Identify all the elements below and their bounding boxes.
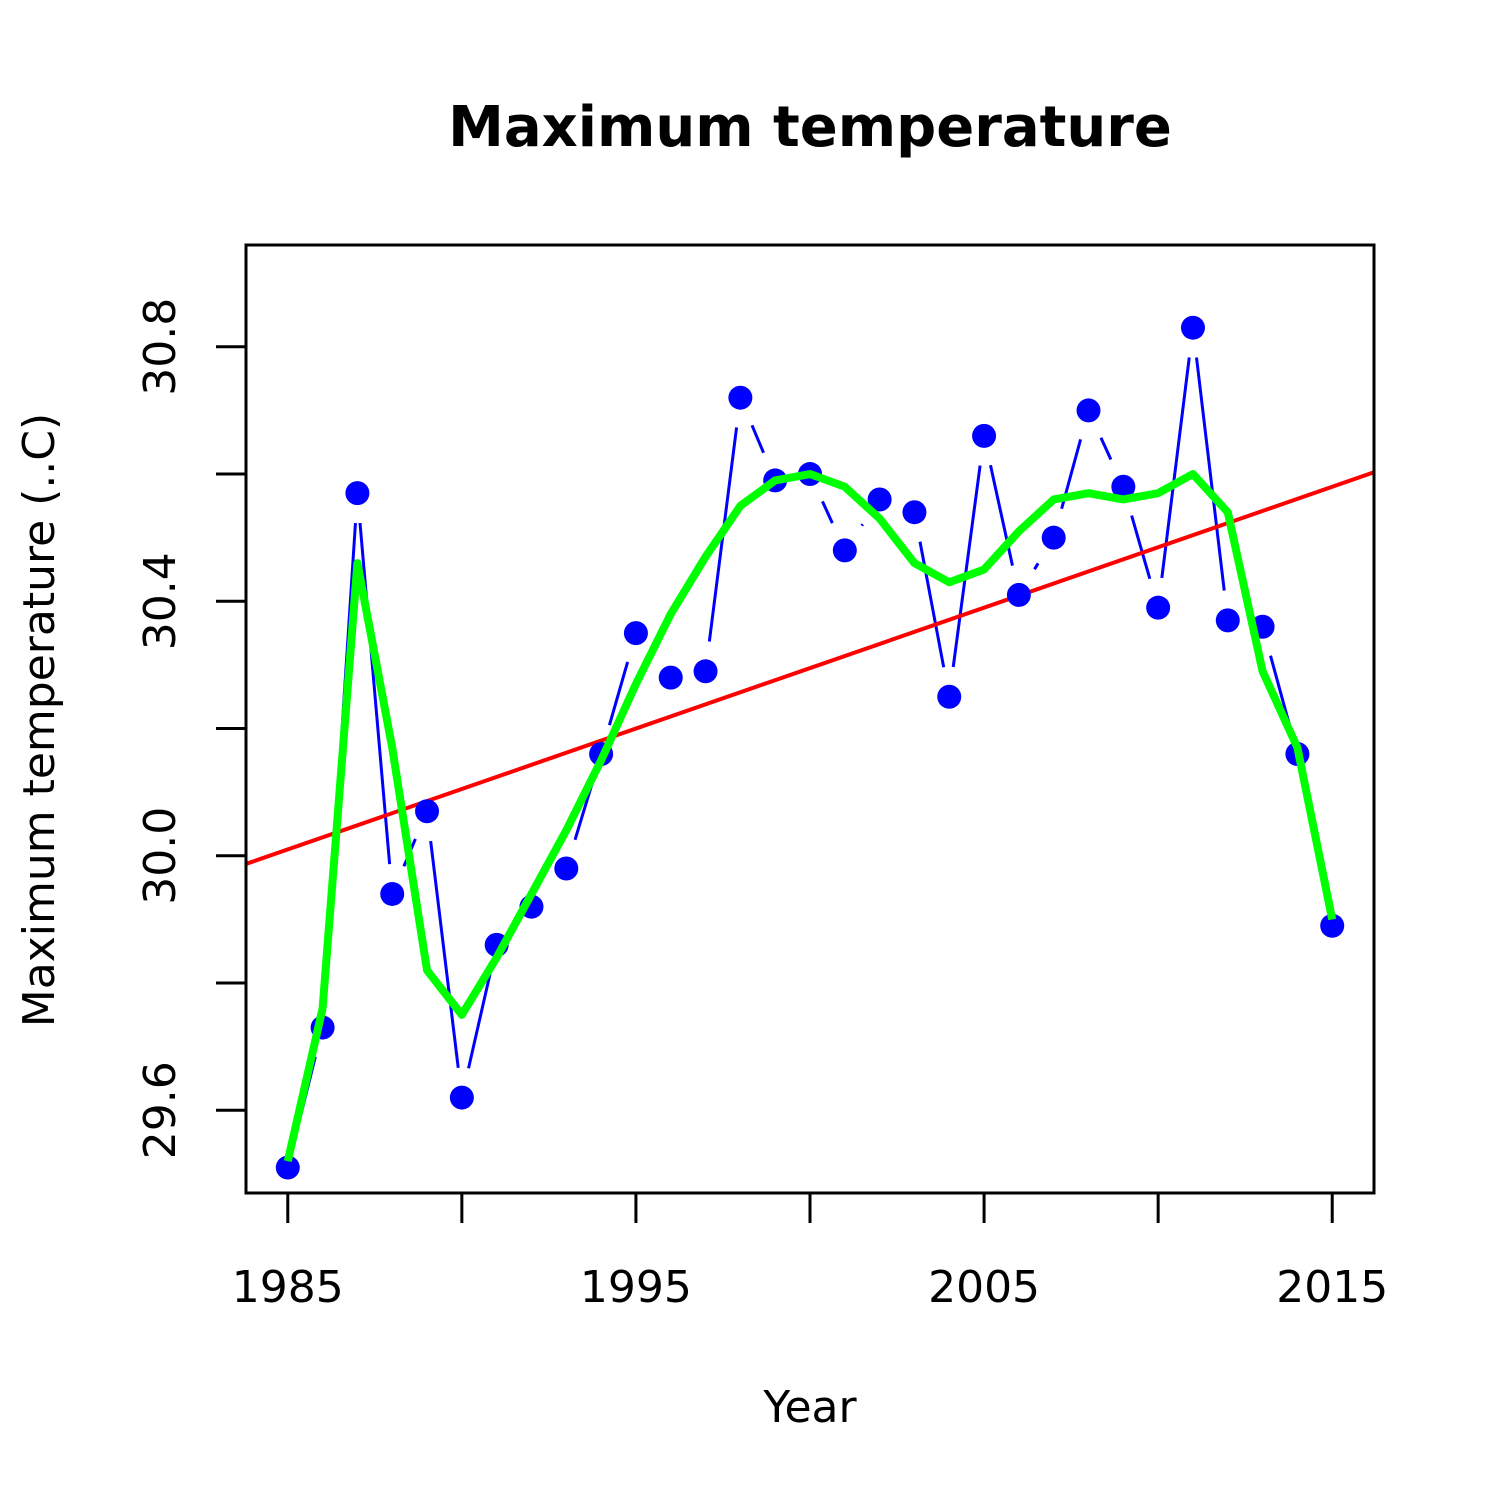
observed-line-segment (1195, 357, 1226, 591)
observed-point (345, 481, 370, 506)
observed-point (415, 799, 440, 824)
observed-point (623, 621, 648, 646)
y-tick-label: 30.0 (135, 807, 186, 905)
observed-line-segment (358, 522, 392, 865)
observed-line-segment (1160, 357, 1191, 579)
observed-point (867, 487, 892, 512)
observed-line-segment (821, 500, 834, 524)
observed-point (1111, 474, 1136, 499)
observed-line-segment (1269, 655, 1291, 726)
observed-point (1146, 595, 1171, 620)
observed-point (658, 665, 683, 690)
observed-line-segment (989, 464, 1014, 566)
observed-point (275, 1155, 300, 1180)
observed-point (937, 684, 962, 709)
observed-point (832, 538, 857, 563)
observed-point (449, 1085, 474, 1110)
smoothed-line (283, 470, 1337, 1163)
observed-point (1041, 525, 1066, 550)
observed-line-segment (1130, 515, 1152, 580)
observed-line-segment (1033, 562, 1040, 571)
x-tick-label: 1995 (580, 1262, 692, 1313)
x-tick-label: 2015 (1276, 1262, 1388, 1313)
trend-line (245, 470, 1375, 866)
observed-point (1180, 315, 1205, 340)
observed-line-segment (467, 973, 492, 1069)
chart-title: Maximum temperature (448, 95, 1172, 160)
observed-point (728, 385, 753, 410)
observed-point (972, 423, 997, 448)
chart-marks (245, 315, 1375, 1180)
y-axis-label: Maximum temperature (..C) (14, 413, 65, 1027)
observed-line-segment (750, 424, 765, 454)
observed-point (1076, 398, 1101, 423)
observed-point (693, 659, 718, 684)
observed-line-segment (860, 523, 864, 527)
x-tick-label: 2005 (928, 1262, 1040, 1313)
observed-point (902, 500, 927, 525)
observed-line-segment (429, 840, 460, 1068)
x-axis-label: Year (762, 1382, 857, 1433)
observed-point (1320, 913, 1345, 938)
axes: 1985 1995 2005 2015 29.6 30.0 30.4 30.8 (135, 298, 1388, 1313)
observed-line-segment (951, 465, 982, 668)
observed-line-segment (918, 541, 946, 668)
x-tick-label: 1985 (232, 1262, 344, 1313)
observed-line-segment (607, 661, 630, 726)
y-tick-label: 30.8 (135, 298, 186, 396)
observed-point (1006, 582, 1031, 607)
observed-point (554, 856, 579, 881)
y-tick-label: 29.6 (135, 1061, 186, 1159)
y-tick-label: 30.4 (135, 552, 186, 650)
observed-point (380, 881, 405, 906)
observed-point (1215, 608, 1240, 633)
observed-line-segment (1099, 437, 1113, 461)
